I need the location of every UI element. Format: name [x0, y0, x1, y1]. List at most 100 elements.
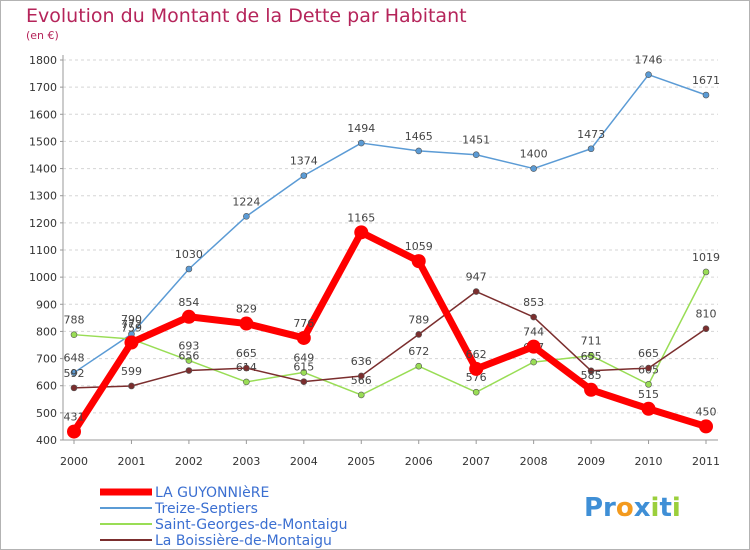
series-3: 592 599 656 665 615 636 789 947 853 655 665 810	[64, 271, 717, 392]
point-0-2003	[239, 316, 254, 331]
series-line-1	[73, 73, 707, 374]
logo-part-i2: i	[672, 493, 681, 523]
data-label-3-2001: 599	[121, 365, 142, 378]
point-0-2007	[469, 361, 484, 376]
y-tick-label-1500: 1500	[29, 135, 57, 148]
x-tick-label-2002: 2002	[175, 455, 203, 468]
x-tick-label-2005: 2005	[347, 455, 375, 468]
data-label-1-2006: 1465	[405, 130, 433, 143]
proxiti-logo: Proxiti	[584, 493, 681, 523]
data-label-0-2000: 431	[64, 411, 85, 424]
y-tick-label-1000: 1000	[29, 271, 57, 284]
point-2-2006	[415, 362, 423, 370]
point-0-2004	[296, 330, 311, 345]
x-tick-label-2001: 2001	[117, 455, 145, 468]
y-tick-label-1100: 1100	[29, 244, 57, 257]
series-layer: 648 790 1030 1224 1374 1494 1465 1451 1400 1473 17…	[64, 54, 720, 439]
point-1-2004	[300, 172, 308, 179]
x-tick-label-2009: 2009	[577, 455, 605, 468]
point-2-2004	[300, 369, 308, 376]
y-tick-label-1400: 1400	[29, 163, 57, 176]
point-3-2004	[300, 378, 308, 385]
y-tick-label-500: 500	[36, 407, 57, 420]
data-label-2-2001: 772	[121, 318, 142, 331]
point-1-2002	[185, 265, 193, 273]
x-tick-label-2004: 2004	[290, 455, 318, 468]
logo-part-o: o	[616, 493, 634, 523]
data-label-0-2004: 776	[293, 317, 314, 330]
point-3-2007	[472, 288, 480, 295]
data-label-3-2007: 947	[466, 271, 487, 284]
data-label-3-2006: 789	[408, 313, 429, 326]
chart-title: Evolution du Montant de la Dette par Hab…	[26, 5, 467, 27]
data-label-0-2008: 744	[523, 326, 544, 339]
point-1-2003	[243, 213, 250, 220]
data-label-1-2011: 1671	[692, 74, 720, 87]
y-tick-label-900: 900	[36, 298, 57, 311]
data-label-0-2009: 585	[581, 369, 602, 382]
data-label-3-2009: 655	[581, 350, 602, 363]
data-label-2-2000: 788	[64, 314, 85, 327]
y-axis: 400 500 600 700 800 900 1000 1100 1200 1300 1400 15…	[29, 54, 64, 447]
point-0-2011	[699, 419, 713, 434]
data-label-1-2010: 1746	[635, 54, 663, 67]
point-2-2011	[702, 268, 710, 276]
y-tick-label-800: 800	[36, 325, 57, 338]
data-label-2-2006: 672	[408, 345, 429, 358]
point-1-2008	[530, 165, 537, 172]
y-tick-label-700: 700	[36, 353, 57, 366]
x-axis: 2000 2001 2002 2003 2004 2005 2006 2007 2008 2009…	[60, 439, 720, 468]
y-tick-label-1700: 1700	[29, 81, 57, 94]
point-0-2000	[67, 424, 81, 439]
data-label-1-2002: 1030	[175, 248, 203, 261]
point-3-2000	[70, 384, 78, 392]
data-label-0-2005: 1165	[347, 211, 375, 224]
point-0-2010	[641, 401, 656, 416]
data-label-3-2004: 615	[293, 361, 314, 374]
point-2-2000	[70, 331, 78, 338]
grid-lines	[63, 59, 718, 441]
point-1-2011	[702, 91, 710, 99]
point-3-2006	[415, 331, 423, 338]
data-label-2-2007: 576	[466, 371, 487, 384]
point-2-2009	[587, 352, 595, 359]
data-label-0-2011: 450	[696, 405, 717, 418]
y-tick-label-600: 600	[36, 380, 57, 393]
series-line-3	[73, 290, 707, 389]
data-label-1-2003: 1224	[232, 195, 260, 208]
data-label-2-2004: 649	[293, 351, 314, 364]
series-line-0	[71, 228, 708, 434]
point-3-2011	[702, 325, 710, 333]
point-0-2008	[526, 339, 541, 354]
y-tick-label-400: 400	[36, 434, 57, 447]
x-tick-label-2000: 2000	[60, 455, 88, 468]
series-line-2	[73, 271, 707, 396]
data-label-0-2003: 829	[236, 303, 257, 316]
point-1-2000	[70, 369, 78, 376]
data-label-0-2007: 662	[466, 348, 487, 361]
data-label-2-2011: 1019	[692, 251, 720, 264]
series-2: 7887726936146495666725766877116051019	[64, 251, 720, 399]
data-label-2-2002: 693	[178, 339, 199, 352]
data-label-1-2007: 1451	[462, 134, 490, 147]
point-0-2009	[584, 382, 599, 397]
point-2-2008	[530, 358, 537, 366]
x-tick-label-2010: 2010	[635, 455, 663, 468]
data-label-1-2000: 648	[64, 352, 85, 365]
series-1: 648 790 1030 1224 1374 1494 1465 1451 1400 1473 17…	[64, 54, 720, 376]
data-label-1-2008: 1400	[520, 148, 548, 161]
logo-part-i: i	[651, 493, 660, 523]
data-label-1-2001: 790	[121, 313, 142, 326]
y-tick-label-1800: 1800	[29, 54, 57, 67]
point-1-2006	[415, 147, 423, 155]
point-2-2003	[243, 378, 250, 386]
data-label-3-2008: 853	[523, 296, 544, 309]
data-label-0-2010: 515	[638, 388, 659, 401]
legend: LA GUYONNIèRETreize-SeptiersSaint-George…	[100, 485, 347, 549]
data-label-0-2002: 854	[178, 296, 199, 309]
point-3-2005	[357, 372, 365, 380]
logo-part-p: Pr	[584, 493, 616, 523]
point-0-2001	[124, 335, 139, 350]
y-tick-label-1600: 1600	[29, 108, 57, 121]
point-2-2002	[185, 357, 193, 364]
